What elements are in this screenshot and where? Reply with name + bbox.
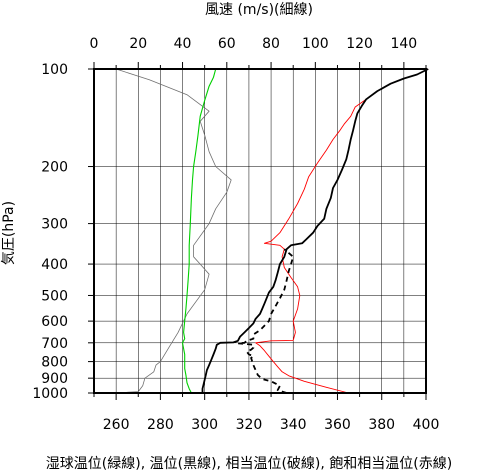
y-tick-label: 300 [41, 217, 68, 233]
series-line-potential_temp [201, 68, 429, 393]
x-tick-label-bottom: 400 [413, 417, 440, 433]
x-tick-label-bottom: 260 [103, 417, 130, 433]
y-tick-label: 700 [41, 336, 68, 352]
y-tick-label: 400 [41, 257, 68, 273]
x-tick-label-bottom: 280 [147, 417, 174, 433]
y-tick-label: 800 [41, 355, 68, 371]
x-tick-label-bottom: 380 [368, 417, 395, 433]
y-tick-label: 100 [41, 62, 68, 78]
x-tick-label-top: 40 [174, 36, 192, 52]
x-tick-label-top: 20 [129, 36, 147, 52]
plot-frame [93, 68, 427, 394]
left-axis-title: 気圧(hPa) [1, 201, 17, 265]
series-layer [115, 68, 429, 394]
bottom-axis-title: 湿球温位(緑線), 温位(黒線), 相当温位(破線), 飽和相当温位(赤線) [46, 455, 452, 472]
x-tick-label-top: 80 [262, 36, 280, 52]
y-tick-label: 1000 [32, 386, 68, 402]
x-tick-label-top: 120 [346, 36, 373, 52]
series-line-wind [115, 68, 232, 394]
frame-layer [93, 68, 427, 394]
x-tick-label-top: 100 [302, 36, 329, 52]
x-tick-label-top: 0 [90, 36, 99, 52]
y-tick-label: 600 [41, 314, 68, 330]
x-tick-label-bottom: 320 [236, 417, 263, 433]
y-tick-label: 900 [41, 371, 68, 387]
x-tick-label-bottom: 300 [191, 417, 218, 433]
x-tick-label-top: 140 [390, 36, 417, 52]
top-axis-title: 風速 (m/s)(細線) [205, 2, 313, 18]
series-line-wet_bulb_pt [181, 68, 217, 394]
y-tick-label: 500 [41, 288, 68, 304]
grid-layer [94, 69, 426, 393]
y-tick-label: 200 [41, 160, 68, 176]
x-tick-label-top: 60 [218, 36, 236, 52]
x-tick-label-bottom: 360 [324, 417, 351, 433]
x-tick-label-bottom: 340 [280, 417, 307, 433]
